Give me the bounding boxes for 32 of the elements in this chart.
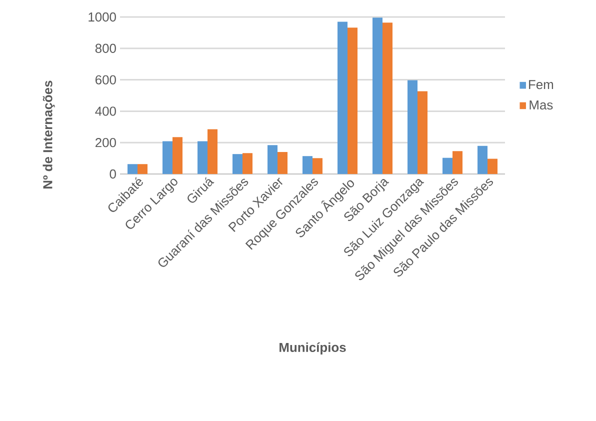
bar xyxy=(442,158,453,174)
bar xyxy=(208,129,218,174)
bar xyxy=(172,137,182,174)
y-tick-label: 400 xyxy=(95,106,116,116)
bar xyxy=(268,145,278,174)
bar xyxy=(452,151,463,174)
legend-label: Mas xyxy=(530,100,553,110)
bar xyxy=(418,91,428,174)
bar xyxy=(138,164,148,174)
bar xyxy=(478,146,488,174)
legend-label: Fem xyxy=(529,80,554,90)
y-axis-title: Nº de Internações xyxy=(42,80,55,188)
bar xyxy=(348,28,358,174)
bar xyxy=(408,80,418,174)
bar xyxy=(312,158,323,174)
bar xyxy=(382,22,393,174)
x-axis-title: Municípios xyxy=(280,342,346,355)
bar xyxy=(242,153,252,174)
bar xyxy=(162,141,172,174)
bar xyxy=(128,164,138,174)
y-tick-label: 800 xyxy=(95,44,116,53)
y-tick-label: 600 xyxy=(96,75,116,84)
bar xyxy=(278,152,288,174)
y-tick-label: 0 xyxy=(110,169,116,179)
bar xyxy=(198,141,208,174)
bar xyxy=(372,18,383,174)
bar xyxy=(488,158,498,174)
y-tick-label: 200 xyxy=(96,138,116,148)
bar xyxy=(232,154,242,174)
y-tick-label: 1000 xyxy=(88,12,116,22)
bar xyxy=(302,156,313,174)
bar xyxy=(338,22,348,174)
